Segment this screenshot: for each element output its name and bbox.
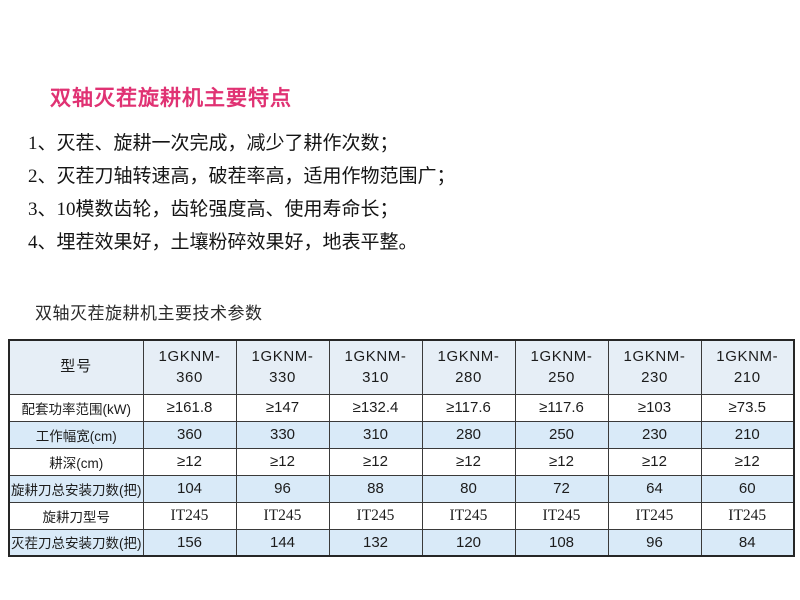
spec-value: ≥132.4: [328, 393, 423, 422]
feature-list: 1、灭茬、旋耕一次完成，减少了耕作次数； 2、灭茬刀轴转速高，破茬率高，适用作物…: [28, 127, 456, 259]
feature-item-2: 2、灭茬刀轴转速高，破茬率高，适用作物范围广；: [28, 166, 456, 187]
feature-item-1: 1、灭茬、旋耕一次完成，减少了耕作次数；: [28, 133, 399, 154]
spec-value: IT245: [142, 501, 237, 530]
spec-value: 108: [514, 528, 609, 557]
spec-value: 280: [421, 420, 516, 449]
spec-value: ≥12: [235, 447, 330, 476]
spec-value: ≥117.6: [421, 393, 516, 422]
spec-header-row: 型号 1GKNM- 360 1GKNM- 330 1GKNM- 310 1GKNM- 280 1G…: [8, 339, 795, 395]
spec-value: ≥12: [142, 447, 237, 476]
row-label: 工作幅宽(cm): [8, 420, 144, 449]
spec-value: ≥12: [607, 447, 702, 476]
model-header: 1GKNM- 330: [235, 339, 330, 395]
spec-value: IT245: [607, 501, 702, 530]
spec-value: IT245: [421, 501, 516, 530]
corner-header: 型号: [8, 339, 144, 395]
spec-value: ≥73.5: [700, 393, 795, 422]
spec-value: 104: [142, 474, 237, 503]
spec-row: 旋耕刀总安装刀数(把) 104 96 88 80 72 64 60: [8, 474, 795, 503]
spec-value: 84: [700, 528, 795, 557]
model-header: 1GKNM- 280: [421, 339, 516, 395]
spec-value: 310: [328, 420, 423, 449]
spec-value: ≥161.8: [142, 393, 237, 422]
spec-table: 型号 1GKNM- 360 1GKNM- 330 1GKNM- 310 1GKNM- 280 1G…: [8, 339, 795, 557]
spec-value: IT245: [235, 501, 330, 530]
spec-row: 工作幅宽(cm) 360 330 310 280 250 230 210: [8, 420, 795, 449]
spec-value: ≥12: [514, 447, 609, 476]
spec-value: 360: [142, 420, 237, 449]
row-label: 灭茬刀总安装刀数(把): [8, 528, 144, 557]
model-header: 1GKNM- 250: [514, 339, 609, 395]
spec-value: 230: [607, 420, 702, 449]
row-label: 配套功率范围(kW): [8, 393, 144, 422]
spec-value: ≥117.6: [514, 393, 609, 422]
spec-value: ≥103: [607, 393, 702, 422]
spec-value: ≥12: [328, 447, 423, 476]
spec-value: 88: [328, 474, 423, 503]
row-label: 耕深(cm): [8, 447, 144, 476]
spec-value: IT245: [328, 501, 423, 530]
spec-value: ≥12: [421, 447, 516, 476]
spec-table-head: 型号 1GKNM- 360 1GKNM- 330 1GKNM- 310 1GKNM- 280 1G…: [8, 339, 795, 395]
spec-value: 80: [421, 474, 516, 503]
spec-value: 96: [607, 528, 702, 557]
spec-value: 156: [142, 528, 237, 557]
spec-value: 132: [328, 528, 423, 557]
spec-value: ≥12: [700, 447, 795, 476]
model-header: 1GKNM- 310: [328, 339, 423, 395]
model-header: 1GKNM- 360: [142, 339, 237, 395]
spec-value: 60: [700, 474, 795, 503]
spec-value: 120: [421, 528, 516, 557]
row-label: 旋耕刀型号: [8, 501, 144, 530]
spec-row: 耕深(cm) ≥12 ≥12 ≥12 ≥12 ≥12 ≥12 ≥12: [8, 447, 795, 476]
table-section-title: 双轴灭茬旋耕机主要技术参数: [35, 304, 263, 323]
spec-row: 灭茬刀总安装刀数(把) 156 144 132 120 108 96 84: [8, 528, 795, 557]
row-label: 旋耕刀总安装刀数(把): [8, 474, 144, 503]
spec-value: 96: [235, 474, 330, 503]
spec-value: ≥147: [235, 393, 330, 422]
model-header: 1GKNM- 230: [607, 339, 702, 395]
page-title: 双轴灭茬旋耕机主要特点: [50, 86, 292, 110]
model-header: 1GKNM- 210: [700, 339, 795, 395]
spec-value: 64: [607, 474, 702, 503]
spec-row: 配套功率范围(kW) ≥161.8 ≥147 ≥132.4 ≥117.6 ≥117.6 ≥1…: [8, 393, 795, 422]
spec-value: 210: [700, 420, 795, 449]
spec-table-body: 配套功率范围(kW) ≥161.8 ≥147 ≥132.4 ≥117.6 ≥117.6 ≥1…: [8, 393, 795, 557]
feature-item-4: 4、埋茬效果好，土壤粉碎效果好，地表平整。: [28, 232, 418, 253]
feature-item-3: 3、10模数齿轮，齿轮强度高、使用寿命长；: [28, 199, 399, 220]
spec-value: 144: [235, 528, 330, 557]
spec-value: IT245: [700, 501, 795, 530]
spec-value: 330: [235, 420, 330, 449]
spec-value: IT245: [514, 501, 609, 530]
spec-value: 72: [514, 474, 609, 503]
spec-value: 250: [514, 420, 609, 449]
spec-row: 旋耕刀型号 IT245 IT245 IT245 IT245 IT245 IT245 IT245: [8, 501, 795, 530]
